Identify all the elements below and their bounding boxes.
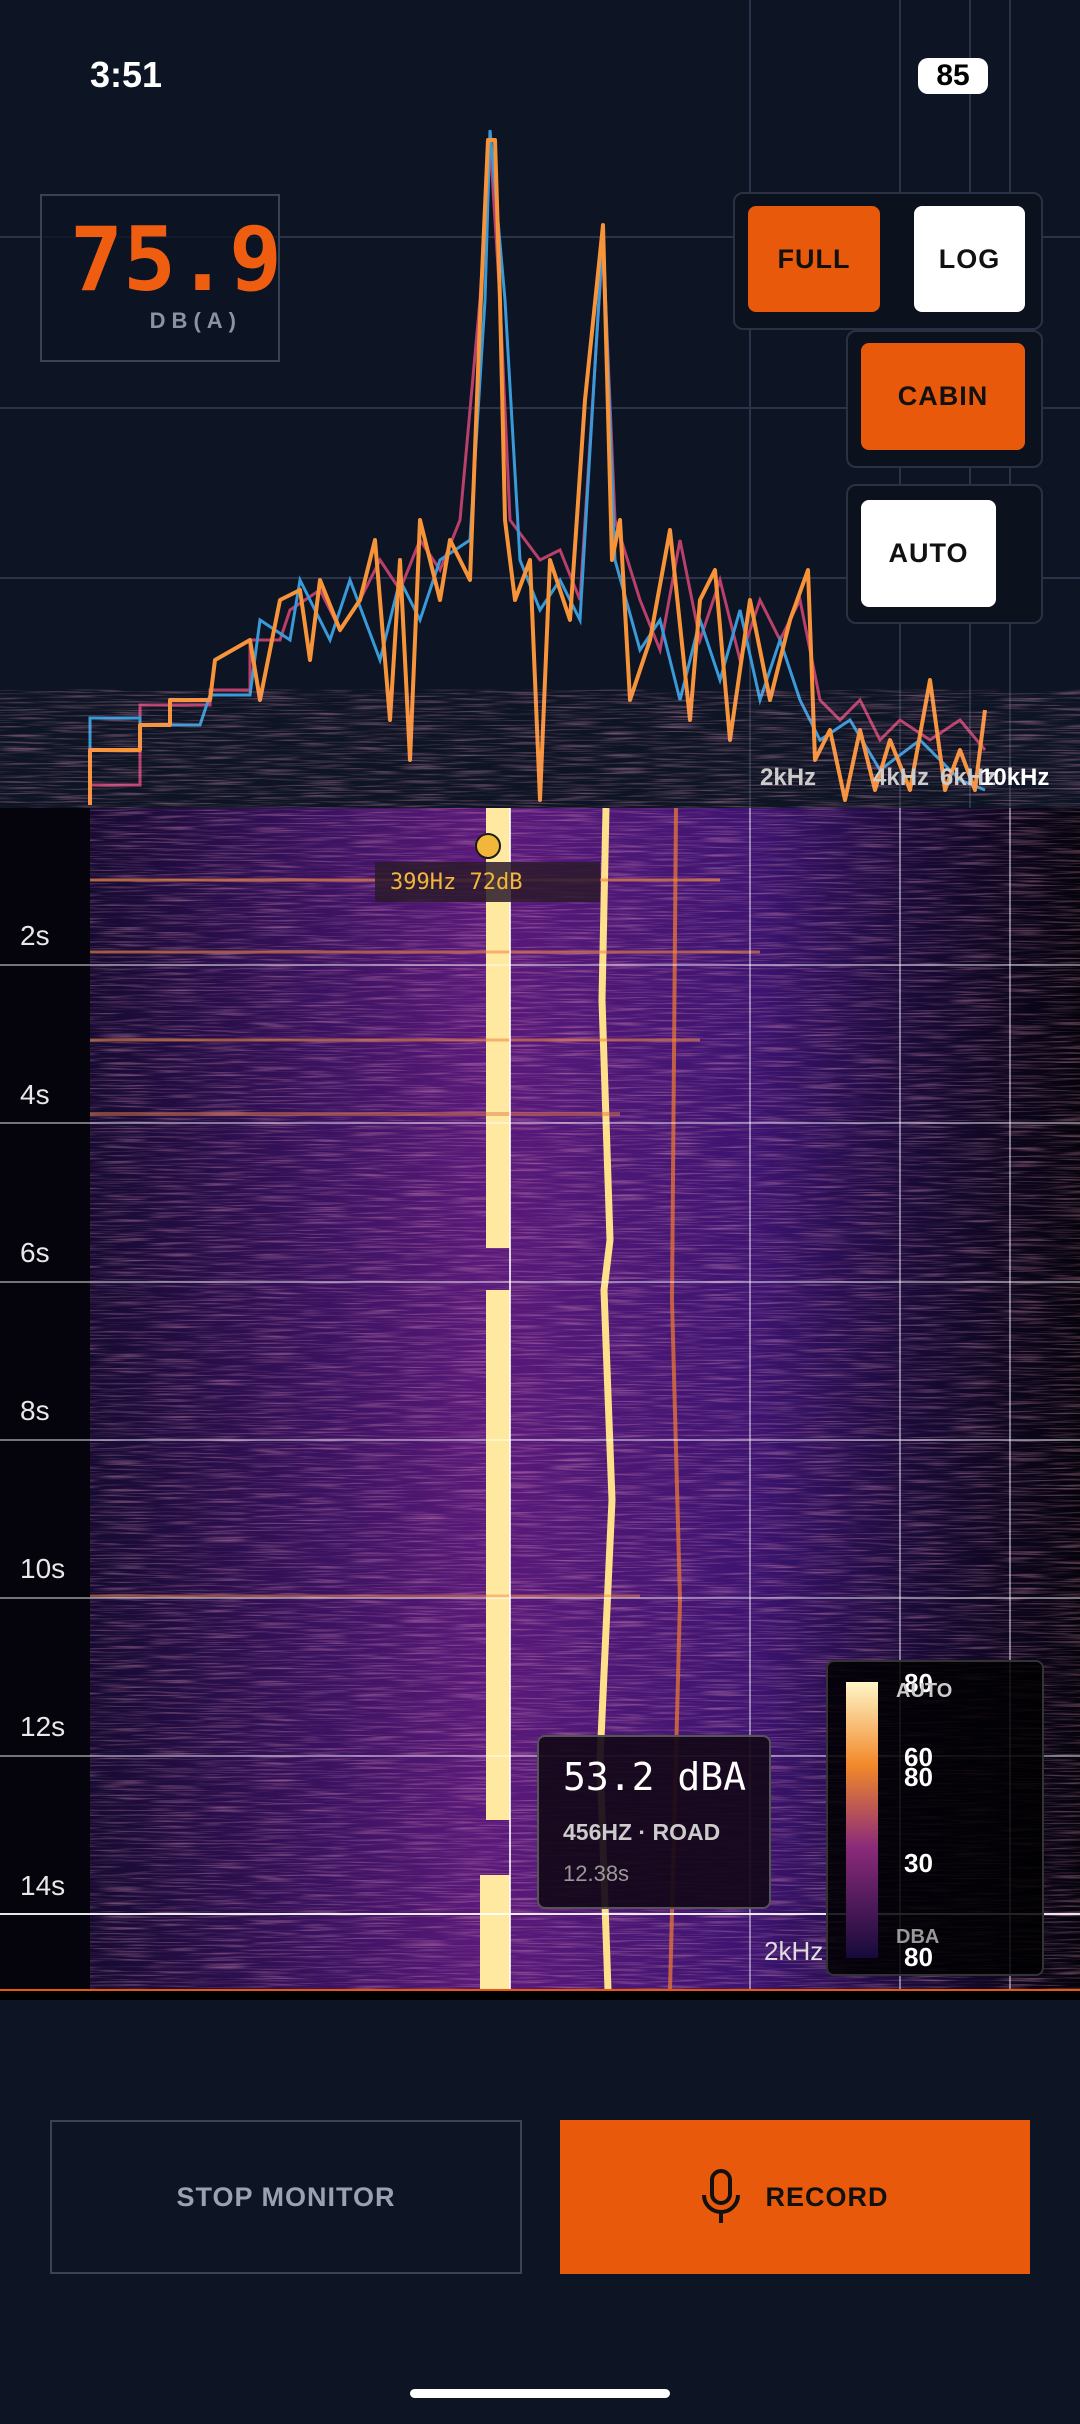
time-label: 4s [20,1079,50,1110]
time-label: 12s [20,1711,66,1742]
tooltip-time: 12.38s [563,1861,630,1886]
battery: 85 [918,58,988,94]
status-time: 3:51 [90,54,163,95]
level-box: 75.9 DB(A) [40,194,282,362]
log-button[interactable]: LOG [914,206,1025,312]
cabin-button[interactable]: CABIN [861,343,1025,450]
freq-label: 6kHz [940,764,997,791]
colorbar [846,1682,878,1958]
legend-label: 80 [904,1668,933,1698]
cursor-label-bg [375,862,600,902]
cursor-label: 399Hz 72dB [390,870,523,895]
legend: 80 AUTO 60 80 30 DBA 80 [826,1660,1044,1976]
bottom-strip [0,1991,1080,2000]
level-value: 75.9 [70,208,282,311]
time-label: 2s [20,920,50,951]
legend-label: 80 [904,1762,933,1792]
freq-label: 2kHz [764,1936,824,1966]
time-label: 10s [20,1553,66,1584]
cursor-dot [475,833,501,859]
auto-button[interactable]: AUTO [861,500,996,607]
legend-label: 80 [904,1942,933,1972]
freq-label: 2kHz [760,764,817,791]
time-label: 14s [20,1870,66,1901]
legend-label: 60 [904,1742,933,1772]
level-unit: DB(A) [149,308,242,333]
full-button[interactable]: FULL [748,206,880,312]
tooltip: 53.2 dBA 456HZ · ROAD 12.38s [537,1735,771,1909]
time-label: 6s [20,1237,50,1268]
legend-label: AUTO [896,1680,953,1702]
freq-label: 4kHz [873,764,930,791]
spectrum-trace-peak [88,139,987,805]
tooltip-level: 53.2 dBA [563,1755,747,1799]
mic-icon [702,2169,741,2223]
spectrum-trace-avg [88,129,986,805]
spectrogram-left-mask [0,808,90,1990]
time-label: 8s [20,1395,50,1426]
record-button[interactable]: RECORD [560,2120,1030,2274]
spectrum-trace [88,138,987,805]
stop-monitor-button[interactable]: STOP MONITOR [50,2120,522,2274]
record-label: RECORD [765,2181,889,2212]
legend-label: DBA [896,1926,940,1948]
tooltip-detail: 456HZ · ROAD [563,1819,721,1845]
freq-label: 10kHz [980,764,1050,791]
home-indicator [410,2389,670,2398]
legend-label: 30 [904,1848,933,1878]
